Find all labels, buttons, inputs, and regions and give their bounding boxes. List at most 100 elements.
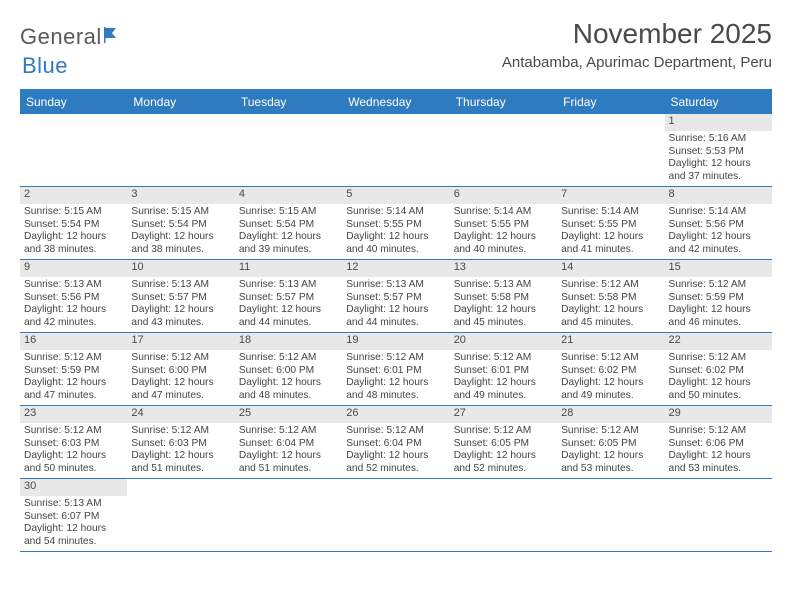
daylight2-line: and 40 minutes. [346,244,445,257]
day-number: 3 [127,187,234,204]
sunset-line: Sunset: 6:02 PM [561,365,660,378]
daylight1-line: Daylight: 12 hours [131,231,230,244]
sunset-line: Sunset: 5:59 PM [669,292,768,305]
sunset-line: Sunset: 5:53 PM [669,146,768,159]
sunrise-line: Sunrise: 5:14 AM [454,206,553,219]
day-cell: 29Sunrise: 5:12 AMSunset: 6:06 PMDayligh… [665,406,772,478]
day-cell: 4Sunrise: 5:15 AMSunset: 5:54 PMDaylight… [235,187,342,259]
day-number: 12 [342,260,449,277]
sunset-line: Sunset: 6:02 PM [669,365,768,378]
day-content: Sunrise: 5:14 AMSunset: 5:55 PMDaylight:… [450,204,557,259]
daylight1-line: Daylight: 12 hours [561,304,660,317]
empty-cell [342,114,449,186]
week-row: 2Sunrise: 5:15 AMSunset: 5:54 PMDaylight… [20,187,772,260]
daylight2-line: and 46 minutes. [669,317,768,330]
daylight2-line: and 47 minutes. [131,390,230,403]
sunset-line: Sunset: 6:05 PM [454,438,553,451]
daylight1-line: Daylight: 12 hours [24,304,123,317]
day-number: 23 [20,406,127,423]
day-number: 14 [557,260,664,277]
sunset-line: Sunset: 6:03 PM [131,438,230,451]
sunset-line: Sunset: 6:04 PM [239,438,338,451]
sunset-line: Sunset: 5:56 PM [24,292,123,305]
daylight2-line: and 39 minutes. [239,244,338,257]
daylight2-line: and 52 minutes. [346,463,445,476]
day-content: Sunrise: 5:12 AMSunset: 5:58 PMDaylight:… [557,277,664,332]
day-content: Sunrise: 5:12 AMSunset: 6:00 PMDaylight:… [127,350,234,405]
day-cell: 12Sunrise: 5:13 AMSunset: 5:57 PMDayligh… [342,260,449,332]
sunset-line: Sunset: 5:58 PM [454,292,553,305]
day-content: Sunrise: 5:15 AMSunset: 5:54 PMDaylight:… [127,204,234,259]
daylight1-line: Daylight: 12 hours [24,231,123,244]
daylight2-line: and 49 minutes. [454,390,553,403]
sunrise-line: Sunrise: 5:12 AM [346,425,445,438]
daylight2-line: and 38 minutes. [24,244,123,257]
day-cell: 13Sunrise: 5:13 AMSunset: 5:58 PMDayligh… [450,260,557,332]
sunset-line: Sunset: 6:04 PM [346,438,445,451]
dow-cell: Thursday [450,91,557,114]
day-number: 29 [665,406,772,423]
daylight2-line: and 53 minutes. [669,463,768,476]
empty-cell [127,114,234,186]
daylight1-line: Daylight: 12 hours [669,304,768,317]
day-content: Sunrise: 5:14 AMSunset: 5:55 PMDaylight:… [557,204,664,259]
week-row: 1Sunrise: 5:16 AMSunset: 5:53 PMDaylight… [20,114,772,187]
sunset-line: Sunset: 5:55 PM [346,219,445,232]
dow-cell: Saturday [665,91,772,114]
sunset-line: Sunset: 5:57 PM [239,292,338,305]
day-content: Sunrise: 5:12 AMSunset: 6:02 PMDaylight:… [557,350,664,405]
daylight2-line: and 48 minutes. [346,390,445,403]
daylight2-line: and 40 minutes. [454,244,553,257]
day-number: 18 [235,333,342,350]
day-number: 13 [450,260,557,277]
daylight2-line: and 50 minutes. [24,463,123,476]
sunrise-line: Sunrise: 5:13 AM [24,279,123,292]
day-number: 11 [235,260,342,277]
sunrise-line: Sunrise: 5:14 AM [346,206,445,219]
empty-cell [450,114,557,186]
sunrise-line: Sunrise: 5:12 AM [239,425,338,438]
daylight2-line: and 47 minutes. [24,390,123,403]
sunset-line: Sunset: 5:55 PM [561,219,660,232]
sunrise-line: Sunrise: 5:12 AM [454,425,553,438]
dow-cell: Tuesday [235,91,342,114]
day-content: Sunrise: 5:15 AMSunset: 5:54 PMDaylight:… [235,204,342,259]
day-content: Sunrise: 5:12 AMSunset: 6:03 PMDaylight:… [127,423,234,478]
day-cell: 8Sunrise: 5:14 AMSunset: 5:56 PMDaylight… [665,187,772,259]
daylight2-line: and 54 minutes. [24,536,123,549]
day-cell: 27Sunrise: 5:12 AMSunset: 6:05 PMDayligh… [450,406,557,478]
day-cell: 9Sunrise: 5:13 AMSunset: 5:56 PMDaylight… [20,260,127,332]
sunrise-line: Sunrise: 5:16 AM [669,133,768,146]
title-block: November 2025 Antabamba, Apurimac Depart… [502,18,772,71]
sunset-line: Sunset: 5:56 PM [669,219,768,232]
daylight2-line: and 50 minutes. [669,390,768,403]
sunrise-line: Sunrise: 5:12 AM [24,352,123,365]
daylight1-line: Daylight: 12 hours [24,523,123,536]
day-number: 2 [20,187,127,204]
day-number: 5 [342,187,449,204]
daylight2-line: and 43 minutes. [131,317,230,330]
day-content: Sunrise: 5:14 AMSunset: 5:55 PMDaylight:… [342,204,449,259]
daylight1-line: Daylight: 12 hours [669,158,768,171]
daylight1-line: Daylight: 12 hours [239,450,338,463]
dow-cell: Sunday [20,91,127,114]
daylight1-line: Daylight: 12 hours [561,377,660,390]
sunrise-line: Sunrise: 5:15 AM [24,206,123,219]
daylight2-line: and 38 minutes. [131,244,230,257]
day-content: Sunrise: 5:15 AMSunset: 5:54 PMDaylight:… [20,204,127,259]
day-content: Sunrise: 5:12 AMSunset: 5:59 PMDaylight:… [20,350,127,405]
daylight2-line: and 45 minutes. [561,317,660,330]
day-cell: 21Sunrise: 5:12 AMSunset: 6:02 PMDayligh… [557,333,664,405]
dow-cell: Monday [127,91,234,114]
daylight2-line: and 49 minutes. [561,390,660,403]
day-content: Sunrise: 5:13 AMSunset: 5:57 PMDaylight:… [127,277,234,332]
dow-cell: Wednesday [342,91,449,114]
daylight1-line: Daylight: 12 hours [346,231,445,244]
day-cell: 16Sunrise: 5:12 AMSunset: 5:59 PMDayligh… [20,333,127,405]
day-content: Sunrise: 5:12 AMSunset: 5:59 PMDaylight:… [665,277,772,332]
day-number: 16 [20,333,127,350]
day-number: 4 [235,187,342,204]
day-number: 21 [557,333,664,350]
sunset-line: Sunset: 6:03 PM [24,438,123,451]
day-cell: 25Sunrise: 5:12 AMSunset: 6:04 PMDayligh… [235,406,342,478]
